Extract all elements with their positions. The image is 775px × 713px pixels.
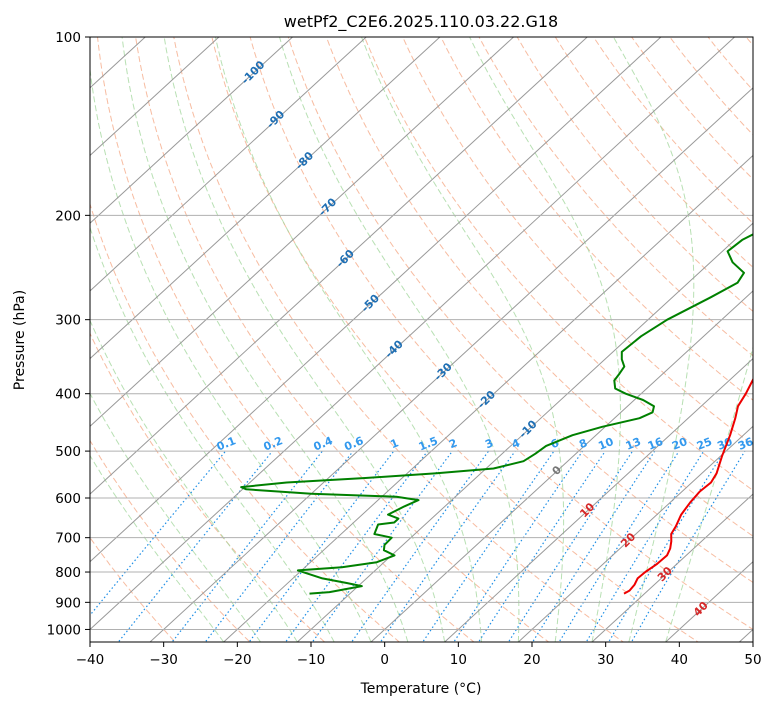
dry-adiabat bbox=[440, 37, 753, 401]
isotherm-line bbox=[90, 37, 588, 495]
isotherm-line bbox=[443, 357, 753, 642]
mixing-ratio-line bbox=[507, 450, 634, 642]
isotherm-line bbox=[90, 37, 515, 428]
isotherm-line bbox=[90, 37, 662, 563]
x-tick-label: 20 bbox=[523, 652, 540, 668]
y-tick-label: 700 bbox=[55, 531, 81, 547]
dry-adiabat bbox=[90, 536, 176, 642]
x-tick-label: −30 bbox=[149, 652, 178, 668]
moist-adiabat bbox=[90, 392, 261, 642]
moist-adiabat bbox=[90, 225, 335, 642]
y-tick-label: 400 bbox=[55, 387, 81, 403]
x-tick-label: 0 bbox=[380, 652, 389, 668]
dry-adiabat bbox=[516, 37, 753, 312]
y-tick-label: 100 bbox=[55, 30, 81, 46]
mixing-ratio-line bbox=[531, 450, 656, 642]
moist-adiabat bbox=[90, 454, 225, 642]
mixing-ratio-line bbox=[630, 450, 746, 642]
dry-adiabat bbox=[90, 202, 401, 642]
y-tick-label: 900 bbox=[55, 595, 81, 611]
mixing-ratio-label: 10 bbox=[596, 435, 615, 453]
isotherm-line bbox=[149, 87, 753, 642]
moist-adiabat bbox=[121, 37, 409, 642]
isotherm-line bbox=[90, 37, 294, 224]
x-tick-label: −40 bbox=[76, 652, 105, 668]
mixing-ratio-label: 2 bbox=[447, 436, 459, 451]
mixing-ratio-label: 20 bbox=[670, 435, 689, 453]
moist-adiabat bbox=[469, 37, 621, 642]
isotherm-line bbox=[90, 37, 220, 157]
y-tick-label: 600 bbox=[55, 491, 81, 507]
isotherm-line bbox=[90, 37, 441, 360]
mixing-ratio-label: 1 bbox=[389, 436, 401, 451]
mixing-ratio-label: 13 bbox=[624, 435, 643, 453]
dry-adiabat bbox=[287, 37, 753, 584]
mixing-ratio-label: 36 bbox=[736, 435, 755, 453]
mixing-ratio-line bbox=[379, 450, 516, 642]
profiles bbox=[240, 233, 753, 595]
dry-adiabat bbox=[96, 37, 475, 642]
moist-adiabat bbox=[279, 37, 520, 642]
dry-adiabat bbox=[211, 37, 700, 642]
mixing-ratio-label: 30 bbox=[715, 435, 734, 453]
isotherm-line bbox=[222, 154, 753, 642]
mixing-ratio-line bbox=[171, 450, 323, 642]
axis-ticks: −40 −30 −20 −10 0 10 20 30 40 50 100 200 300 400 500 60… bbox=[47, 30, 762, 668]
mixing-ratio-line bbox=[284, 450, 429, 642]
x-tick-label: −20 bbox=[223, 652, 252, 668]
isotherm-line bbox=[90, 37, 367, 292]
mixing-ratio-line bbox=[477, 450, 606, 642]
moist-adiabat bbox=[90, 65, 372, 642]
x-tick-label: 40 bbox=[671, 652, 688, 668]
line-labels: 0.1 0.2 0.4 0.6 1 1.5 2 3 4 6 8 10 13 16 20 25 30 36-100-… bbox=[215, 58, 755, 619]
x-axis-label: Temperature (°C) bbox=[360, 681, 482, 697]
y-tick-label: 800 bbox=[55, 565, 81, 581]
y-axis-label: Pressure (hPa) bbox=[12, 290, 28, 390]
mixing-ratio-line bbox=[90, 450, 227, 617]
y-tick-label: 200 bbox=[55, 208, 81, 224]
isotherm-line bbox=[370, 290, 753, 642]
mixing-ratio-label: 8 bbox=[577, 436, 589, 451]
mixing-ratio-line bbox=[422, 450, 555, 642]
mixing-ratio-label: 16 bbox=[646, 435, 665, 453]
chart-title: wetPf2_C2E6.2025.110.03.22.G18 bbox=[284, 12, 558, 32]
mixing-ratio-line bbox=[204, 450, 354, 642]
isotherm-line bbox=[591, 493, 753, 642]
plot-frame bbox=[89, 36, 754, 643]
y-tick-label: 300 bbox=[55, 313, 81, 329]
mixing-ratio-line bbox=[117, 450, 273, 642]
mixing-ratio-line bbox=[350, 450, 490, 642]
mixing-ratio-line bbox=[311, 450, 453, 642]
temperature-profile bbox=[623, 377, 753, 595]
moist-adiabat bbox=[361, 37, 565, 642]
mixing-ratio-line bbox=[585, 450, 705, 642]
dry-adiabat bbox=[90, 439, 251, 642]
mixing-ratio-label: 25 bbox=[695, 435, 714, 453]
isotherm-line bbox=[90, 37, 736, 631]
dry-adiabat bbox=[249, 37, 753, 630]
isotherm-line bbox=[517, 425, 753, 642]
y-tick-label: 1000 bbox=[47, 622, 81, 638]
moist-adiabat bbox=[163, 37, 446, 642]
x-tick-label: 10 bbox=[450, 652, 467, 668]
mixing-ratio-label: 3 bbox=[483, 436, 495, 451]
gridlines bbox=[90, 37, 753, 642]
x-tick-label: −10 bbox=[297, 652, 326, 668]
mixing-ratio-line bbox=[558, 450, 680, 642]
x-tick-label: 50 bbox=[744, 652, 761, 668]
x-tick-label: 30 bbox=[597, 652, 614, 668]
isotherm-line bbox=[296, 222, 753, 642]
y-tick-label: 500 bbox=[55, 444, 81, 460]
dry-adiabat bbox=[402, 37, 753, 446]
dry-adiabat bbox=[173, 37, 625, 642]
dewpoint-profile bbox=[240, 233, 753, 595]
